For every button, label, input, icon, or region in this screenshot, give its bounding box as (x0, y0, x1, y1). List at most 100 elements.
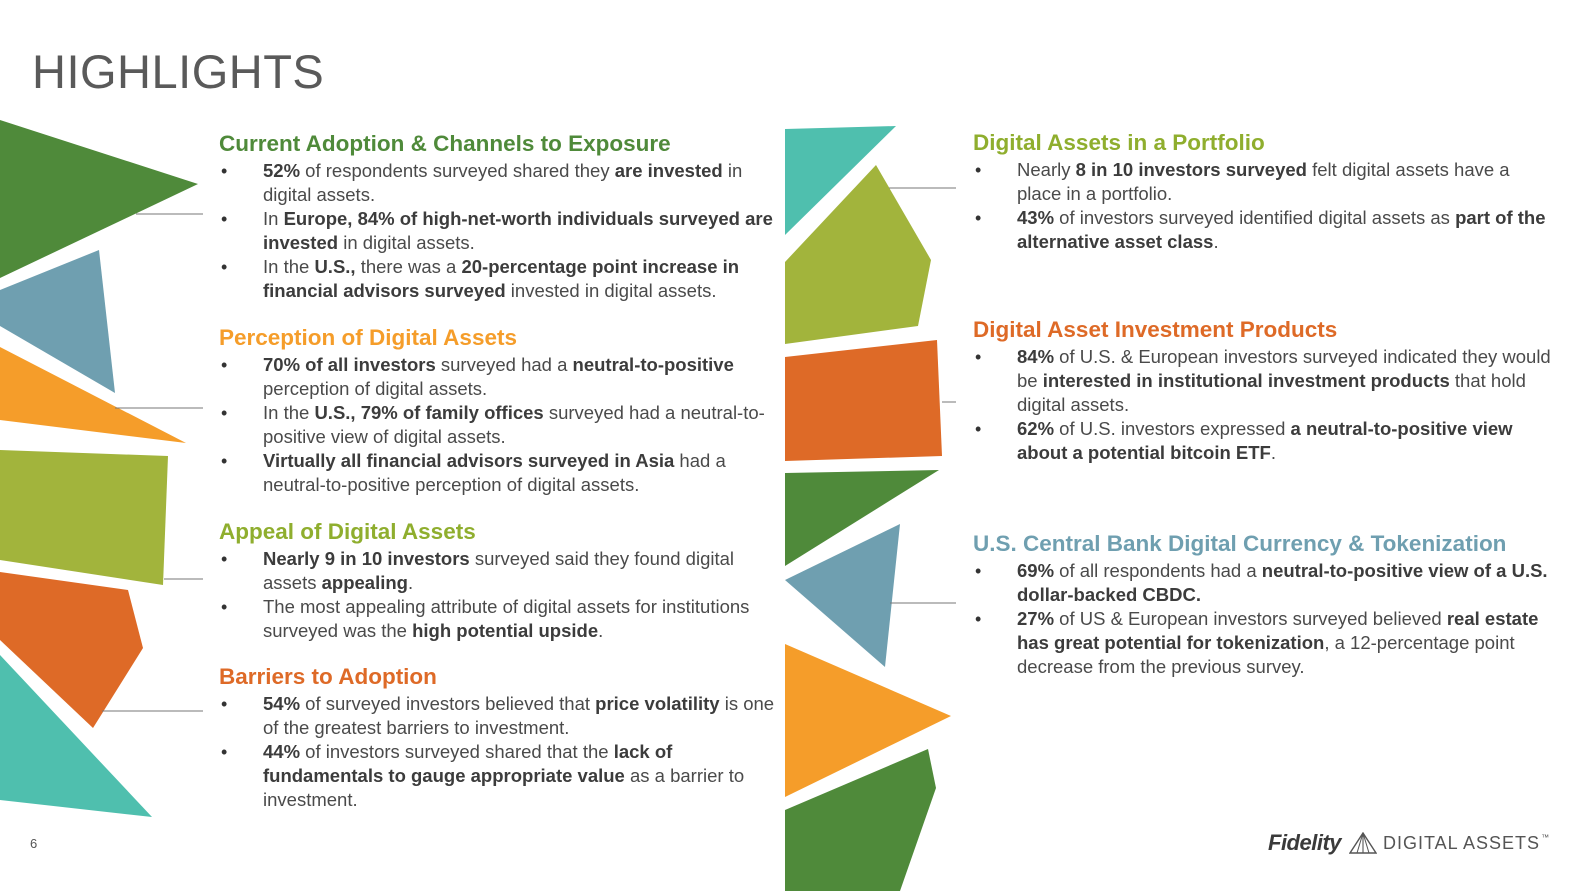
text-run: felt digital assets have a place in a po… (1017, 159, 1510, 204)
bold-text: 52% (263, 160, 301, 181)
bullet-list: 52% of respondents surveyed shared they … (219, 159, 779, 303)
text-run: , a 12-percentage point decrease from th… (1017, 632, 1515, 677)
section-appeal: Appeal of Digital Assets Nearly 9 in 10 i… (219, 518, 779, 643)
section-heading: Appeal of Digital Assets (219, 519, 476, 544)
section-heading: U.S. Central Bank Digital Currency & Tok… (973, 531, 1507, 556)
bold-text: price volatility (595, 693, 720, 714)
bold-text: 70% of all investors (263, 354, 436, 375)
text-run: surveyed said they found digital assets (263, 548, 735, 593)
bullet-item: 62% of U.S. investors expressed a neutra… (973, 417, 1551, 465)
bold-text: Virtually all financial advisors surveye… (263, 450, 675, 471)
bullet-list: 70% of all investors surveyed had a neut… (219, 353, 779, 497)
logo-wordmark: Fidelity (1268, 830, 1342, 855)
text-run: perception of digital assets. (263, 378, 488, 399)
bold-text: appealing (321, 572, 408, 593)
bold-text: neutral-to-positive view of a U.S. dolla… (1017, 560, 1548, 605)
bold-text: 43% (1017, 207, 1055, 228)
bold-text: 62% (1017, 418, 1055, 439)
mid-rust-block (785, 340, 942, 461)
bullet-list: 69% of all respondents had a neutral-to-… (973, 559, 1551, 679)
text-run: of U.S. investors expressed (1054, 418, 1291, 439)
bullet-list: Nearly 9 in 10 investors surveyed said t… (219, 547, 779, 643)
logo-subtitle: DIGITAL ASSETS™ (1383, 832, 1551, 853)
bullet-item: 69% of all respondents had a neutral-to-… (973, 559, 1551, 607)
text-run: . (407, 572, 414, 593)
bold-text: 84% (1017, 346, 1055, 367)
bullet-list: 84% of U.S. & European investors surveye… (973, 345, 1551, 465)
text-run: there was a (355, 256, 462, 277)
bullet-item: Nearly 8 in 10 investors surveyed felt d… (973, 158, 1551, 206)
bold-text: high potential upside (412, 620, 599, 641)
text-run: surveyed had a neutral-to-positive view … (263, 402, 765, 447)
mid-orange-triangle (785, 644, 951, 797)
left-green-triangle (0, 120, 198, 278)
bullet-item: 84% of U.S. & European investors surveye… (973, 345, 1551, 417)
text-run: invested in digital assets. (505, 280, 717, 301)
bullet-item: Nearly 9 in 10 investors surveyed said t… (219, 547, 779, 595)
bold-text: Nearly 9 in 10 investors (263, 548, 470, 569)
bold-text: 69% (1017, 560, 1055, 581)
left-rust-shape (0, 572, 143, 728)
text-run: as a barrier to investment. (263, 765, 745, 810)
pyramid-icon (1349, 832, 1378, 854)
bold-text: are invested (614, 160, 723, 181)
section-cbdc-tokenization: U.S. Central Bank Digital Currency & Tok… (973, 530, 1551, 679)
section-heading: Perception of Digital Assets (219, 325, 517, 350)
bullet-item: 27% of US & European investors surveyed … (973, 607, 1551, 679)
bold-text: interested in institutional investment p… (1042, 370, 1450, 391)
text-run: In the (263, 402, 315, 423)
bold-text: a neutral-to-positive view about a poten… (1017, 418, 1513, 463)
bullet-item: In the U.S., 79% of family offices surve… (219, 401, 779, 449)
page-number: 6 (30, 836, 38, 851)
text-run: . (598, 620, 604, 641)
bullet-item: In Europe, 84% of high-net-worth individ… (219, 207, 779, 255)
bold-text: lack of fundamentals to gauge appropriat… (263, 741, 673, 786)
bold-text: U.S., 79% of family offices (314, 402, 544, 423)
mid-green-bottom (785, 749, 936, 891)
text-run: . (1270, 442, 1276, 463)
text-run: is one of the greatest barriers to inves… (263, 693, 775, 738)
mid-lime-shape (785, 165, 931, 344)
bold-text: 20-percentage point increase in financia… (263, 256, 740, 301)
text-run: In (263, 208, 284, 229)
bullet-list: 54% of surveyed investors believed that … (219, 692, 779, 812)
text-run: . (1213, 231, 1219, 252)
section-investment-products: Digital Asset Investment Products 84% of … (973, 316, 1551, 465)
fidelity-logo: Fidelity DIGITAL ASSETS™ (1268, 830, 1550, 856)
section-barriers: Barriers to Adoption 54% of surveyed inve… (219, 663, 779, 812)
text-run: In the (263, 256, 315, 277)
bullet-item: In the U.S., there was a 20-percentage p… (219, 255, 779, 303)
bullet-item: 43% of investors surveyed identified dig… (973, 206, 1551, 254)
text-run: in digital assets. (263, 160, 743, 205)
left-slate-shape (0, 250, 115, 393)
mid-slate-shape (785, 524, 900, 667)
bold-text: U.S., (314, 256, 356, 277)
bullet-item: The most appealing attribute of digital … (219, 595, 779, 643)
bold-text: 27% (1017, 608, 1055, 629)
left-teal-triangle (0, 655, 152, 817)
text-run: in digital assets. (338, 232, 475, 253)
text-run: Nearly (1017, 159, 1076, 180)
section-heading: Barriers to Adoption (219, 664, 437, 689)
text-run: of investors surveyed shared that the (300, 741, 614, 762)
mid-green-triangle (785, 470, 939, 566)
text-run: of US & European investors surveyed beli… (1054, 608, 1447, 629)
bold-text: real estate has great potential for toke… (1017, 608, 1539, 653)
bullet-item: 44% of investors surveyed shared that th… (219, 740, 779, 812)
text-run: had a neutral-to-positive perception of … (263, 450, 726, 495)
text-run: surveyed had a (435, 354, 573, 375)
bold-text: part of the alternative asset class (1017, 207, 1546, 252)
text-run: of investors surveyed identified digital… (1054, 207, 1456, 228)
section-portfolio: Digital Assets in a Portfolio Nearly 8 in… (973, 129, 1551, 254)
bullet-item: 54% of surveyed investors believed that … (219, 692, 779, 740)
bullet-list: Nearly 8 in 10 investors surveyed felt d… (973, 158, 1551, 254)
text-run: that hold digital assets. (1017, 370, 1526, 415)
bold-text: 44% (263, 741, 301, 762)
left-orange-triangle (0, 347, 186, 443)
bold-text: Europe, 84% of high-net-worth individual… (263, 208, 773, 253)
text-run: of U.S. & European investors surveyed in… (1017, 346, 1551, 391)
section-perception: Perception of Digital Assets 70% of all i… (219, 324, 779, 497)
text-run: of all respondents had a (1054, 560, 1262, 581)
section-current-adoption: Current Adoption & Channels to Exposure 5… (219, 130, 779, 303)
